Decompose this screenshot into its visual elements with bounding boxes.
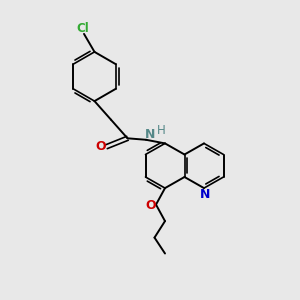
Text: N: N xyxy=(145,128,155,141)
Text: O: O xyxy=(145,199,156,212)
Text: N: N xyxy=(200,188,210,201)
Text: Cl: Cl xyxy=(76,22,89,35)
Text: O: O xyxy=(96,140,106,153)
Text: H: H xyxy=(157,124,166,137)
